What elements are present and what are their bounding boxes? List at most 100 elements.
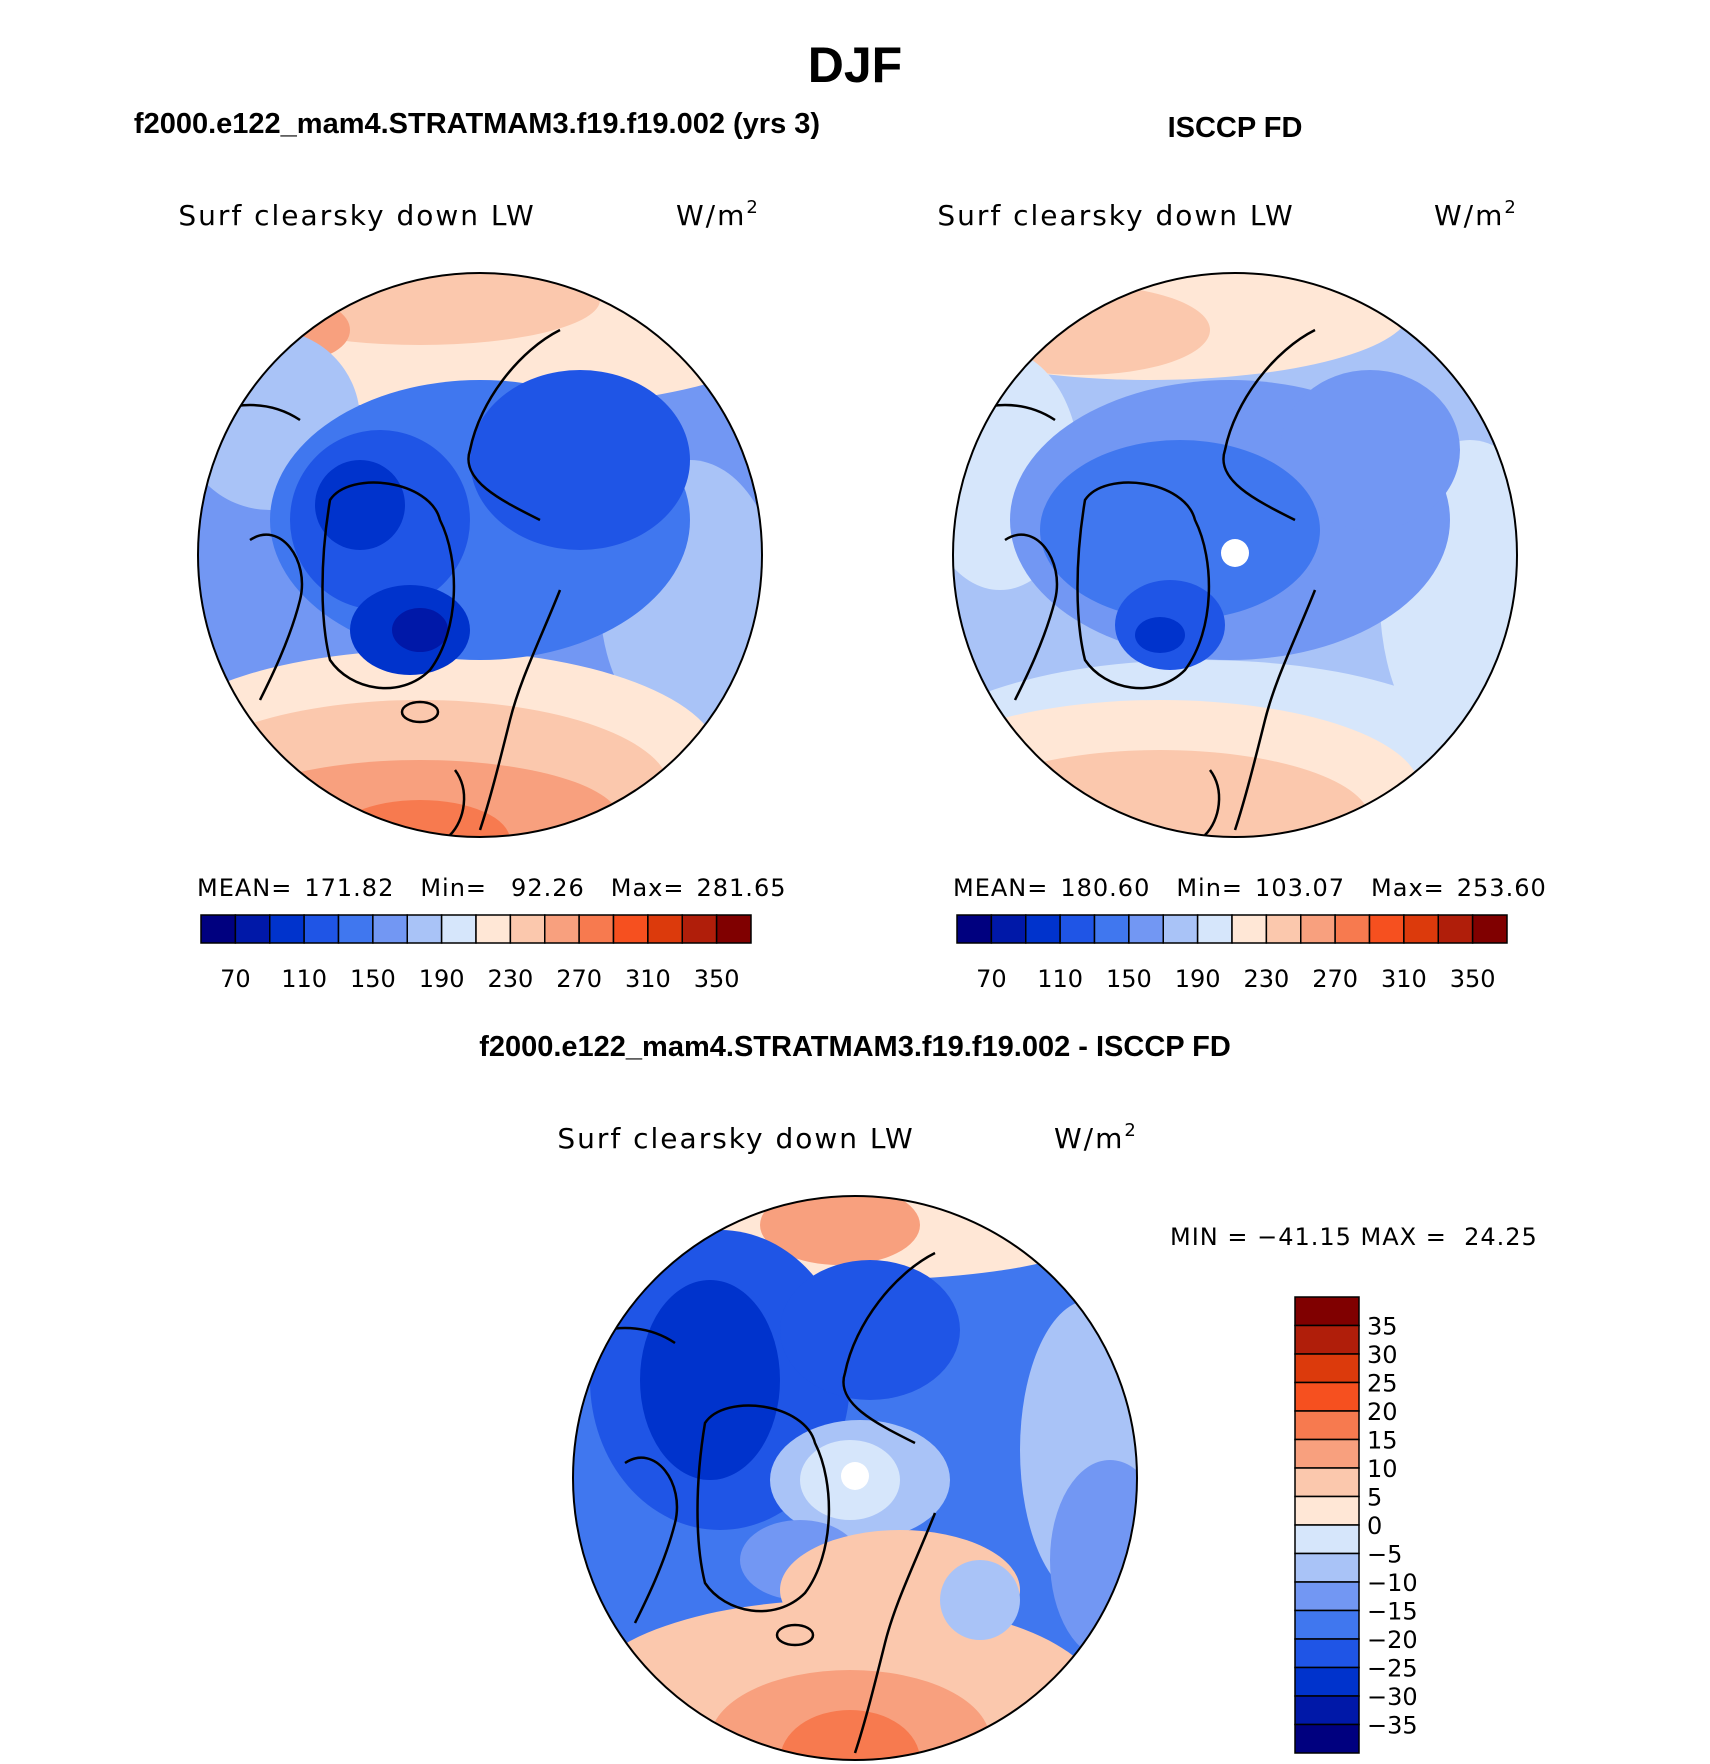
- colorbar-swatch: [1294, 1609, 1360, 1640]
- colorbar-swatch: [1025, 914, 1061, 944]
- colorbar-tick-label: 0: [1367, 1512, 1382, 1540]
- colorbar-swatch: [715, 914, 752, 944]
- colorbar-tick-label: 25: [1367, 1370, 1398, 1398]
- colorbar-swatch: [647, 914, 683, 944]
- colorbar-tick-label: 230: [1243, 965, 1289, 993]
- colorbar-diff: [1294, 1296, 1360, 1754]
- colorbar-swatch: [1294, 1638, 1360, 1669]
- panel-model: f2000.e122_mam4.STRATMAM3.f19.f19.002 (y…: [134, 108, 820, 993]
- colorbar-swatch: [1294, 1296, 1360, 1327]
- colorbar-tick-label: 150: [1106, 965, 1152, 993]
- colorbar-tick-label: 190: [419, 965, 465, 993]
- colorbar-swatch: [1294, 1438, 1360, 1469]
- colorbar-swatch: [1231, 914, 1268, 944]
- colorbar-tick-label: −35: [1367, 1712, 1418, 1740]
- panel-obs: ISCCP FD Surf clearsky down LW W/m2: [937, 112, 1547, 993]
- colorbar-swatch: [612, 914, 649, 944]
- panel-diff-variable: Surf clearsky down LW: [557, 1122, 914, 1155]
- colorbar-swatch: [1294, 1695, 1360, 1726]
- colorbar-swatch: [1294, 1353, 1360, 1384]
- colorbar-tick-label: 20: [1367, 1398, 1398, 1426]
- colorbar-swatch: [1294, 1324, 1360, 1355]
- colorbar-swatch: [406, 914, 443, 944]
- colorbar-swatch: [1294, 1581, 1360, 1612]
- panel-model-stats: MEAN= 171.82 Min= 92.26 Max= 281.65: [197, 874, 786, 902]
- colorbar-swatch: [1471, 914, 1508, 944]
- colorbar-tick-label: 270: [1312, 965, 1358, 993]
- colorbar-swatch: [681, 914, 718, 944]
- colorbar-swatch: [1294, 1467, 1360, 1498]
- colorbar-swatch: [1294, 1723, 1360, 1754]
- colorbar-tick-label: −15: [1367, 1598, 1418, 1626]
- panel-obs-variable: Surf clearsky down LW: [937, 199, 1294, 232]
- colorbar-obs: [956, 914, 1508, 944]
- colorbar-tick-label: 70: [220, 965, 251, 993]
- colorbar-tick-label: 5: [1367, 1484, 1382, 1512]
- colorbar-tick-label: −10: [1367, 1569, 1418, 1597]
- colorbar-swatch: [578, 914, 615, 944]
- colorbar-swatch: [1294, 1495, 1360, 1526]
- panel-diff-stats: MIN = −41.15 MAX = 24.25: [1170, 1223, 1538, 1251]
- colorbar-tick-label: 350: [1450, 965, 1496, 993]
- colorbar-tick-label: 230: [487, 965, 533, 993]
- colorbar-swatch: [475, 914, 512, 944]
- panel-diff-units: W/m2: [1054, 1120, 1138, 1155]
- colorbar-tick-label: −20: [1367, 1626, 1418, 1654]
- colorbar-tick-label: 190: [1175, 965, 1221, 993]
- map-diff: [573, 1196, 1137, 1760]
- colorbar-swatch: [544, 914, 580, 944]
- colorbar-swatch: [1294, 1552, 1360, 1583]
- map-model: [198, 273, 762, 837]
- colorbar-swatch: [440, 914, 477, 944]
- panel-obs-units: W/m2: [1434, 197, 1518, 232]
- panel-obs-stats: MEAN= 180.60 Min= 103.07 Max= 253.60: [953, 874, 1547, 902]
- colorbar-swatch: [1294, 1524, 1360, 1555]
- colorbar-swatch: [303, 914, 340, 944]
- colorbar-swatch: [1300, 914, 1336, 944]
- colorbar-swatch: [269, 914, 305, 944]
- colorbar-model: [200, 914, 752, 944]
- colorbar-swatch: [1294, 1666, 1360, 1697]
- colorbar-swatch: [1294, 1381, 1360, 1412]
- colorbar-swatch: [1093, 914, 1130, 944]
- colorbar-swatch: [1437, 914, 1474, 944]
- colorbar-swatch: [1196, 914, 1233, 944]
- colorbar-tick-label: 15: [1367, 1427, 1398, 1455]
- panel-model-variable: Surf clearsky down LW: [178, 199, 535, 232]
- panel-diff: f2000.e122_mam4.STRATMAM3.f19.f19.002 - …: [479, 1031, 1538, 1761]
- colorbar-tick-label: 350: [694, 965, 740, 993]
- colorbar-tick-label: 150: [350, 965, 396, 993]
- colorbar-swatch: [1128, 914, 1164, 944]
- colorbar-swatch: [956, 914, 993, 944]
- colorbar-swatch: [1334, 914, 1371, 944]
- figure-title: DJF: [808, 37, 902, 93]
- colorbar-swatch: [1162, 914, 1199, 944]
- colorbar-swatch: [509, 914, 546, 944]
- colorbar-tick-label: −25: [1367, 1655, 1418, 1683]
- colorbar-tick-label: 110: [1037, 965, 1083, 993]
- colorbar-tick-label: −5: [1367, 1541, 1402, 1569]
- pole-mask: [1221, 539, 1249, 567]
- colorbar-tick-label: 310: [1381, 965, 1427, 993]
- colorbar-tick-label: 10: [1367, 1455, 1398, 1483]
- colorbar-swatch: [1294, 1410, 1360, 1441]
- map-obs: [953, 273, 1517, 837]
- colorbar-tick-label: −30: [1367, 1683, 1418, 1711]
- colorbar-model-ticks: 70 110 150 190 230 270 310 350: [220, 965, 739, 993]
- colorbar-tick-label: 310: [625, 965, 671, 993]
- colorbar-tick-label: 35: [1367, 1313, 1398, 1341]
- colorbar-swatch: [1059, 914, 1096, 944]
- colorbar-tick-label: 110: [281, 965, 327, 993]
- colorbar-tick-label: 270: [556, 965, 602, 993]
- panel-model-units: W/m2: [676, 197, 760, 232]
- panel-model-header: f2000.e122_mam4.STRATMAM3.f19.f19.002 (y…: [134, 108, 820, 140]
- colorbar-swatch: [1265, 914, 1302, 944]
- panel-obs-header: ISCCP FD: [1168, 112, 1303, 144]
- colorbar-swatch: [337, 914, 374, 944]
- pole-mask: [841, 1462, 869, 1490]
- colorbar-obs-ticks: 70 110 150 190 230 270 310 350: [976, 965, 1495, 993]
- colorbar-tick-label: 30: [1367, 1341, 1398, 1369]
- panel-diff-header: f2000.e122_mam4.STRATMAM3.f19.f19.002 - …: [479, 1031, 1231, 1063]
- colorbar-swatch: [1368, 914, 1405, 944]
